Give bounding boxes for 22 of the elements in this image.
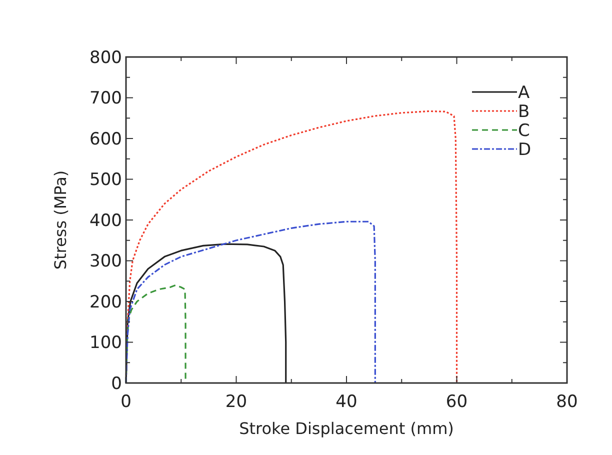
y-tick-label: 600 (90, 129, 122, 150)
y-tick-label: 800 (90, 48, 122, 68)
legend-label: D (518, 140, 532, 160)
y-tick-label: 200 (90, 292, 122, 312)
x-axis-title: Stroke Displacement (mm) (239, 419, 454, 438)
y-tick-label: 300 (90, 252, 122, 272)
legend-label: B (518, 102, 530, 122)
legend-label: C (518, 120, 530, 141)
y-tick-label: 700 (90, 88, 122, 109)
legend-label: A (518, 82, 530, 103)
y-tick-label: 500 (90, 170, 122, 190)
y-axis-title: Stress (MPa) (51, 170, 70, 270)
line-series (125, 220, 376, 384)
x-tick-label: 20 (225, 392, 248, 412)
line-series (125, 110, 458, 384)
x-tick-label: 80 (556, 392, 578, 412)
line-series (125, 243, 287, 384)
y-tick-label: 0 (111, 374, 122, 394)
y-tick-label: 400 (90, 210, 122, 231)
x-tick-label: 40 (336, 392, 358, 412)
x-tick-label: 60 (446, 392, 468, 412)
y-tick-label: 100 (90, 333, 122, 354)
